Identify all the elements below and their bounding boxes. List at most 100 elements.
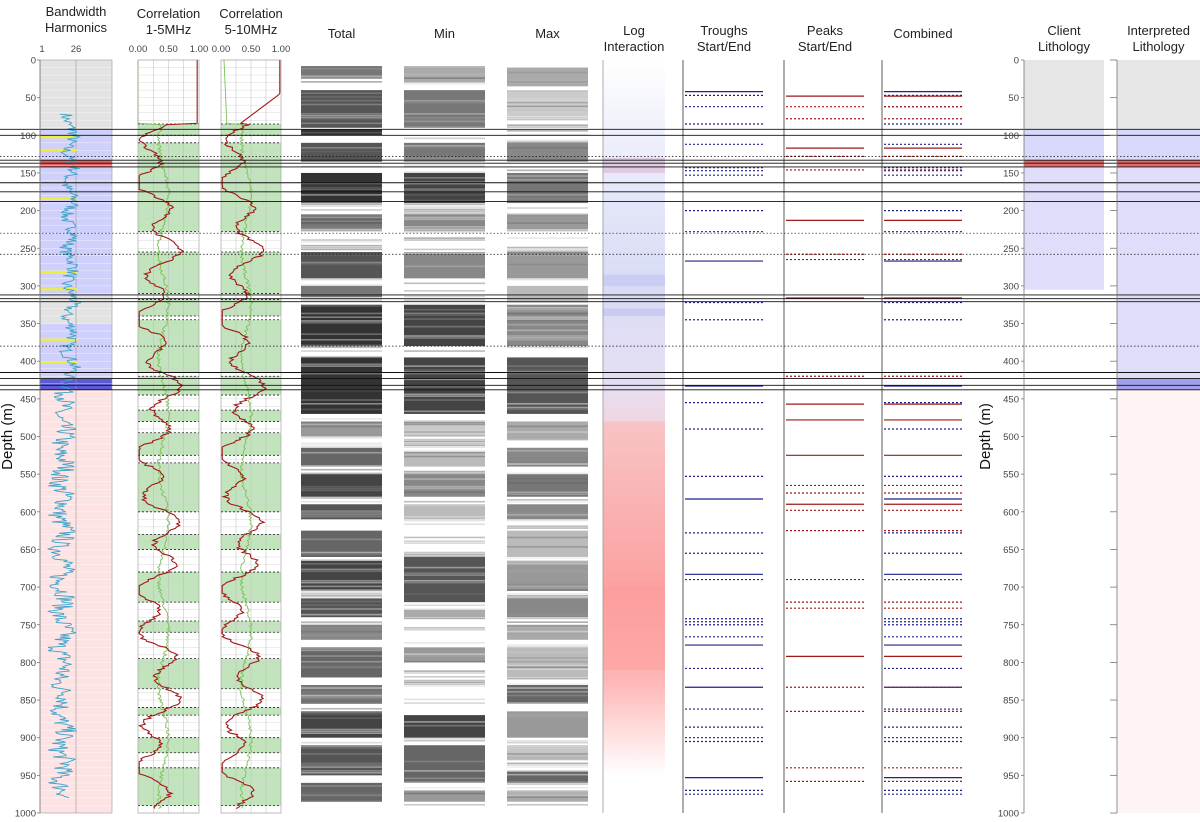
grey-stripe [404,579,485,582]
grey-stripe [301,114,382,117]
grey-stripe [301,689,382,691]
log-band [603,391,665,422]
grey-stripe [507,796,588,799]
grey-stripe [404,792,485,795]
grey-stripe [404,442,485,445]
grey-band [507,214,588,230]
depth-tick-label: 250 [20,244,36,255]
grey-stripe [404,160,485,162]
grey-stripe [301,186,382,189]
grey-stripe [404,188,485,190]
grey-stripe [301,660,382,663]
track-scale-label: 0.00 [129,44,148,55]
depth-tick-label: 100 [20,131,36,142]
grey-stripe [301,487,382,490]
log-band [603,308,665,317]
grey-stripe [404,218,485,221]
grey-stripe [507,613,588,616]
grey-stripe [404,372,485,375]
grey-stripe [404,542,485,544]
grey-stripe [404,504,485,507]
grey-stripe [404,685,485,687]
grey-stripe [507,632,588,635]
depth-tick-label: 1000 [998,809,1019,820]
grey-stripe [507,581,588,584]
grey-stripe [301,766,382,768]
grey-stripe [404,440,485,443]
grey-stripe [301,591,382,593]
lithology-zone [1117,60,1200,130]
grey-stripe [507,766,588,768]
grey-band [404,745,485,783]
grey-stripe [507,794,588,797]
grey-stripe [507,263,588,266]
grey-stripe [507,116,588,119]
depth-tick-label: 450 [1003,394,1019,405]
grey-stripe [301,489,382,492]
grey-stripe [507,781,588,783]
grey-stripe [301,203,382,206]
grey-stripe [301,621,382,623]
grey-stripe [507,500,588,503]
grey-band [404,304,485,347]
grey-stripe [404,386,485,388]
grey-stripe [404,335,485,337]
grey-stripe [404,194,485,196]
grey-stripe [507,79,588,81]
grey-stripe [301,423,382,426]
grey-stripe [301,664,382,667]
grey-stripe [404,670,485,672]
grey-stripe [404,77,485,79]
grey-band [301,598,382,618]
grey-stripe [301,510,382,512]
grey-stripe [507,133,588,136]
log-band [603,316,665,392]
grey-stripe [301,472,382,475]
grey-stripe [507,764,588,767]
grey-stripe [507,346,588,349]
grey-stripe [507,461,588,463]
grey-stripe [404,536,485,539]
grey-stripe [301,363,382,366]
grey-stripe [404,231,485,234]
grey-stripe [301,201,382,204]
grey-stripe [404,553,485,556]
grey-stripe [404,399,485,401]
grey-stripe [404,395,485,398]
grey-stripe [404,325,485,328]
depth-tick-label: 650 [1003,545,1019,556]
track-title-total: Total [328,26,356,41]
track-title-bw: Harmonics [45,20,108,35]
grey-stripe [301,696,382,699]
grey-stripe [301,764,382,767]
grey-stripe [404,393,485,396]
grey-stripe [301,75,382,78]
grey-stripe [404,171,485,174]
grey-stripe [507,222,588,224]
grey-stripe [404,145,485,147]
track-scale-label: 0.50 [159,44,178,55]
grey-stripe [404,75,485,78]
grey-stripe [507,715,588,718]
grey-stripe [301,623,382,625]
depth-tick-label: 850 [1003,696,1019,707]
grey-stripe [301,312,382,315]
grey-stripe [301,794,382,797]
grey-stripe [404,515,485,518]
grey-stripe [301,263,382,266]
grey-stripe [301,711,382,714]
grey-stripe [507,130,588,132]
track-scale-label: 1.00 [272,44,291,55]
grey-stripe [404,203,485,206]
grey-stripe [301,216,382,219]
grey-stripe [301,81,382,83]
track-scale-label: 1 [39,44,44,55]
grey-stripe [301,229,382,232]
depth-tick-label: 950 [20,771,36,782]
grey-stripe [404,523,485,526]
depth-tick-label: 550 [1003,470,1019,481]
grey-stripe [301,150,382,153]
grey-stripe [301,442,382,445]
grey-stripe [507,212,588,215]
depth-tick-label: 650 [20,545,36,556]
